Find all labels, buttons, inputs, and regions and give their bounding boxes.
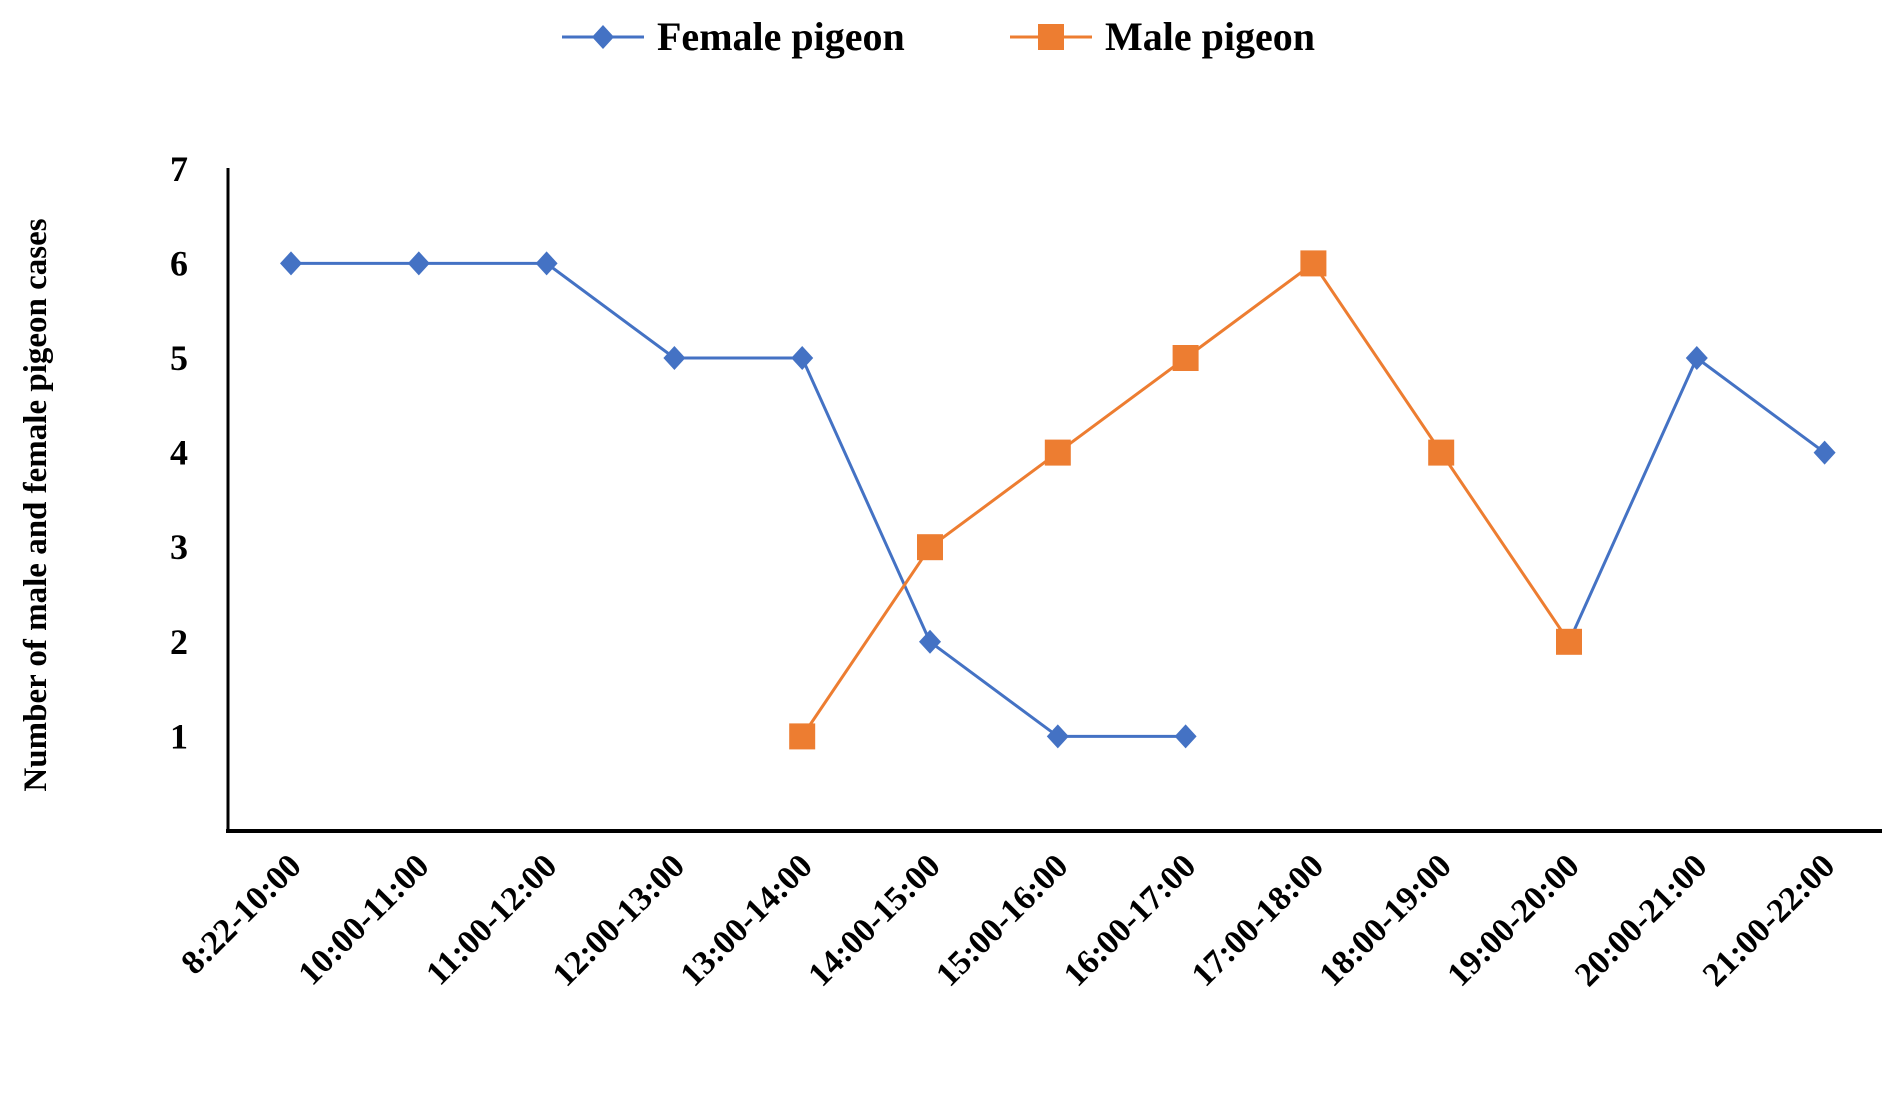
x-tick-label: 19:00-20:00 xyxy=(1440,847,1586,993)
data-point xyxy=(917,534,943,561)
square-marker-icon xyxy=(1038,24,1064,50)
data-point xyxy=(791,346,814,370)
y-tick-label: 2 xyxy=(170,622,188,662)
data-point xyxy=(1174,724,1197,749)
data-point xyxy=(1556,628,1582,655)
x-tick-label: 16:00-17:00 xyxy=(1057,847,1203,993)
legend-item: Female pigeon xyxy=(562,14,905,59)
y-tick-label: 1 xyxy=(170,716,188,756)
x-tick-label: 14:00-15:00 xyxy=(801,847,947,993)
x-tick-label: 13:00-14:00 xyxy=(674,847,820,993)
legend: Female pigeon Male pigeon xyxy=(562,14,1315,59)
x-tick-label: 10:00-11:00 xyxy=(291,847,436,992)
x-tick-label: 11:00-12:00 xyxy=(419,847,564,992)
x-tick-label: 12:00-13:00 xyxy=(546,847,692,993)
data-point xyxy=(407,251,430,276)
x-ticks: 8:22-10:0010:00-11:0011:00-12:0012:00-13… xyxy=(174,847,1842,993)
data-point xyxy=(1300,250,1327,277)
data-point xyxy=(1172,345,1199,371)
x-tick-label: 17:00-18:00 xyxy=(1185,847,1331,993)
y-ticks: 1 2 3 4 5 6 7 xyxy=(170,149,188,757)
data-point xyxy=(1813,440,1836,465)
x-tick-label: 21:00-22:00 xyxy=(1696,847,1842,993)
data-point xyxy=(1428,439,1455,466)
data-point xyxy=(663,346,686,370)
data-point xyxy=(919,629,941,654)
data-point xyxy=(280,251,302,276)
data-point xyxy=(535,251,558,276)
x-tick-label: 20:00-21:00 xyxy=(1568,847,1714,993)
y-tick-label: 5 xyxy=(170,338,188,378)
y-tick-label: 7 xyxy=(170,149,188,189)
x-tick-label: 8:22-10:00 xyxy=(174,847,308,981)
diamond-marker-icon xyxy=(592,25,614,49)
series-line xyxy=(800,261,1571,738)
legend-label: Male pigeon xyxy=(1105,14,1315,59)
series-male-pigeon xyxy=(789,250,1582,750)
data-point xyxy=(1685,346,1708,370)
y-tick-label: 4 xyxy=(170,433,188,473)
y-tick-label: 3 xyxy=(170,527,188,567)
data-point xyxy=(1044,439,1071,466)
series-line xyxy=(291,261,1186,738)
data-point xyxy=(1046,724,1069,749)
legend-item: Male pigeon xyxy=(1010,14,1315,59)
x-tick-label: 15:00-16:00 xyxy=(929,847,1075,993)
legend-label: Female pigeon xyxy=(657,14,905,59)
data-point xyxy=(789,723,816,750)
y-axis-label: Number of male and female pigeon cases xyxy=(18,218,54,791)
y-tick-label: 6 xyxy=(170,243,188,283)
series xyxy=(280,250,1836,750)
x-tick-label: 18:00-19:00 xyxy=(1313,847,1459,993)
series-female-pigeon xyxy=(280,251,1836,749)
series-line xyxy=(1567,355,1826,643)
